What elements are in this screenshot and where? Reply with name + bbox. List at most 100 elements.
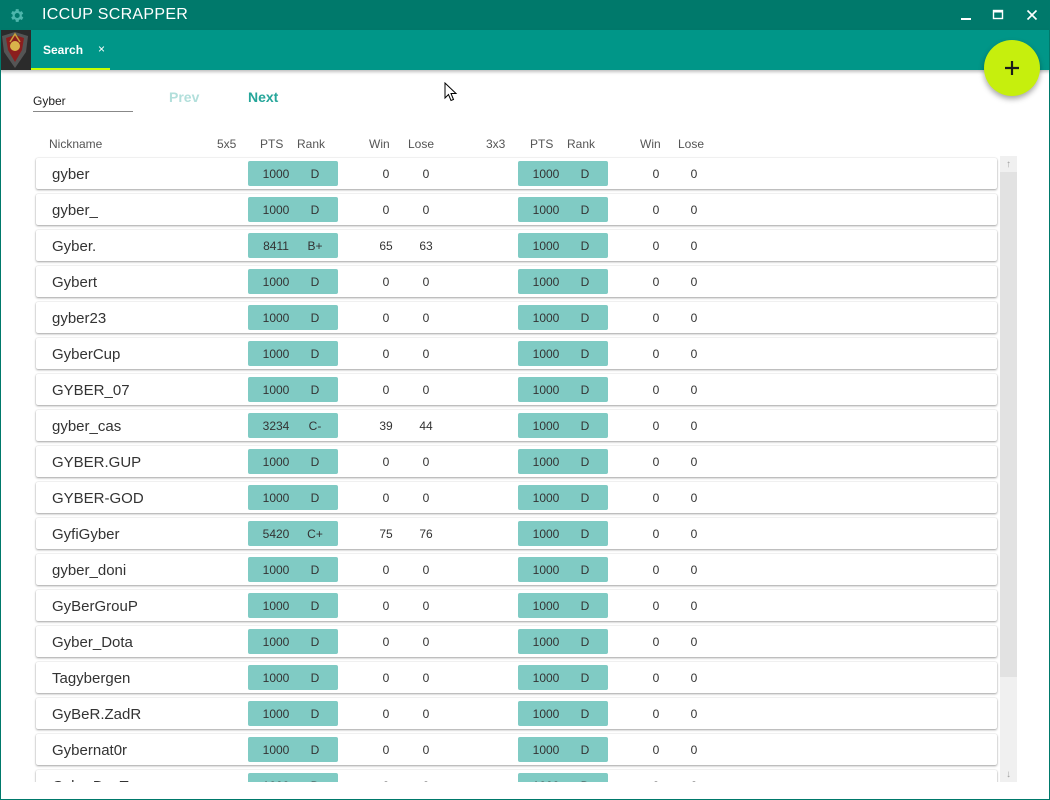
scroll-thumb[interactable] [1000, 172, 1017, 677]
pts-5x5-cell: 1000 [262, 671, 290, 685]
vertical-scrollbar[interactable]: ↑ ↓ [1000, 156, 1017, 782]
table-row[interactable]: Tagybergen 1000 D 0 0 1000 D 0 0 [36, 662, 997, 693]
results-list[interactable]: gyber 1000 D 0 0 1000 D 0 0 gyber_ 1000 D 0 0 1000 D 0 0 G… [33, 155, 1017, 782]
table-row[interactable]: Gyber_Dota 1000 D 0 0 1000 D 0 0 [36, 626, 997, 657]
gear-icon[interactable] [8, 7, 25, 24]
prev-button[interactable]: Prev [169, 89, 200, 105]
header-rank-5x5: Rank [297, 137, 326, 151]
lose-5x5-cell: 0 [422, 275, 430, 289]
header-5x5: 5x5 [217, 137, 237, 151]
header-lose-5x5: Lose [408, 137, 435, 151]
minimize-icon [961, 18, 971, 20]
table-row[interactable]: GyberCup 1000 D 0 0 1000 D 0 0 [36, 338, 997, 369]
win-3x3-cell: 0 [652, 275, 660, 289]
search-input[interactable] [33, 90, 133, 112]
table-row[interactable]: GyBeR.ZadR 1000 D 0 0 1000 D 0 0 [36, 698, 997, 729]
scroll-up-icon[interactable]: ↑ [1006, 158, 1011, 170]
pts-5x5-cell: 5420 [262, 527, 290, 541]
stats-chip-5x5 [248, 161, 338, 186]
nickname-cell: gyber_cas [52, 418, 122, 435]
rank-3x3-cell: D [580, 239, 590, 253]
table-row[interactable]: Gybernat0r 1000 D 0 0 1000 D 0 0 [36, 734, 997, 765]
lose-5x5-cell: 0 [422, 311, 430, 325]
next-button[interactable]: Next [248, 89, 279, 105]
rank-5x5-cell: D [310, 491, 320, 505]
table-row[interactable]: GYBER.GUP 1000 D 0 0 1000 D 0 0 [36, 446, 997, 477]
pts-5x5-cell: 1000 [262, 311, 290, 325]
table-row[interactable]: Gybert 1000 D 0 0 1000 D 0 0 [36, 266, 997, 297]
stats-chip-3x3 [518, 305, 608, 330]
minimize-button[interactable] [955, 4, 977, 26]
nickname-cell: gyber [52, 166, 90, 183]
win-5x5-cell: 0 [382, 743, 390, 757]
pts-3x3-cell: 1000 [532, 167, 560, 181]
lose-3x3-cell: 0 [690, 383, 698, 397]
table-row[interactable]: GyberDesT1000D001000D00 [36, 770, 997, 782]
tab-label: Search [43, 43, 84, 57]
lose-3x3-cell: 0 [690, 203, 698, 217]
tab-close-button[interactable]: × [98, 42, 106, 56]
lose-3x3-cell: 0 [690, 563, 698, 577]
table-row[interactable]: GyfiGyber 5420 C+ 75 76 1000 D 0 0 [36, 518, 997, 549]
pts-3x3-cell: 1000 [532, 527, 560, 541]
rank-5x5-cell: D [310, 167, 320, 181]
add-tab-button[interactable] [984, 40, 1040, 96]
tab-search[interactable]: Search × [31, 30, 110, 70]
maximize-button[interactable] [987, 4, 1009, 26]
stats-chip-3x3 [518, 773, 608, 782]
header-3x3: 3x3 [486, 137, 506, 151]
scroll-down-icon[interactable]: ↓ [1006, 768, 1011, 780]
table-row[interactable]: GyBerGrouP 1000 D 0 0 1000 D 0 0 [36, 590, 997, 621]
title-bar: ICCUP SCRAPPER [0, 0, 1050, 30]
stats-chip-5x5 [248, 521, 338, 546]
win-5x5-cell: 0 [366, 779, 406, 782]
mouse-cursor-icon [444, 81, 458, 107]
nickname-cell: Gyber_Dota [52, 634, 133, 651]
table-row[interactable]: GYBER-GOD 1000 D 0 0 1000 D 0 0 [36, 482, 997, 513]
stats-chip-5x5 [248, 413, 338, 438]
stats-chip-5x5 [248, 197, 338, 222]
rank-5x5-cell: D [310, 743, 320, 757]
win-3x3-cell: 0 [652, 599, 660, 613]
win-3x3-cell: 0 [652, 167, 660, 181]
close-icon [1026, 9, 1038, 21]
stats-chip-3x3 [518, 269, 608, 294]
pts-5x5-cell: 1000 [262, 167, 290, 181]
win-5x5-cell: 65 [379, 239, 393, 253]
stats-chip-5x5 [248, 449, 338, 474]
nickname-cell: GYBER-GOD [52, 490, 144, 507]
header-lose-3x3: Lose [678, 137, 705, 151]
win-5x5-cell: 0 [382, 563, 390, 577]
close-window-button[interactable] [1021, 4, 1043, 26]
stats-chip-5x5 [248, 233, 338, 258]
pts-3x3-cell: 1000 [532, 635, 560, 649]
rank-5x5-cell: C+ [307, 527, 323, 541]
rank-5x5-cell: B+ [307, 239, 323, 253]
table-row[interactable]: GYBER_07 1000 D 0 0 1000 D 0 0 [36, 374, 997, 405]
lose-5x5-cell: 0 [422, 167, 430, 181]
table-row[interactable]: gyber_ 1000 D 0 0 1000 D 0 0 [36, 194, 997, 225]
stats-chip-5x5 [248, 665, 338, 690]
win-3x3-cell: 0 [652, 347, 660, 361]
rank-5x5-cell: D [310, 707, 320, 721]
rank-5x5-cell: D [310, 311, 320, 325]
table-row[interactable]: gyber_cas 3234 C- 39 44 1000 D 0 0 [36, 410, 997, 441]
pts-3x3-cell: 1000 [532, 599, 560, 613]
lose-5x5-cell: 0 [422, 383, 430, 397]
column-header: Nickname 5x5 PTS Rank Win Lose 3x3 PTS R… [0, 137, 1050, 153]
table-row[interactable]: gyber_doni 1000 D 0 0 1000 D 0 0 [36, 554, 997, 585]
pts-3x3-cell: 1000 [532, 563, 560, 577]
pts-5x5-cell: 1000 [262, 383, 290, 397]
table-row[interactable]: Gyber. 8411 B+ 65 63 1000 D 0 0 [36, 230, 997, 261]
table-row[interactable]: gyber 1000 D 0 0 1000 D 0 0 [36, 158, 997, 189]
stats-chip-5x5 [248, 377, 338, 402]
stats-chip-5x5 [248, 269, 338, 294]
pts-5x5-cell: 1000 [262, 203, 290, 217]
win-5x5-cell: 0 [382, 491, 390, 505]
rank-3x3-cell: D [580, 167, 590, 181]
lose-5x5-cell: 0 [422, 455, 430, 469]
table-row[interactable]: gyber23 1000 D 0 0 1000 D 0 0 [36, 302, 997, 333]
header-pts-3x3: PTS [530, 137, 554, 151]
lose-5x5-cell: 0 [422, 599, 430, 613]
pts-5x5-cell: 1000 [262, 563, 290, 577]
